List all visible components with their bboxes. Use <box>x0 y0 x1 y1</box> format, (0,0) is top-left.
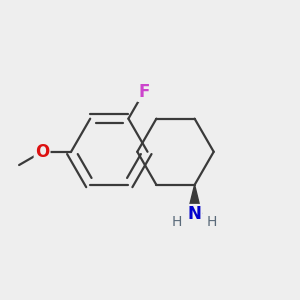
Text: N: N <box>188 205 202 223</box>
Text: H: H <box>207 215 217 229</box>
Polygon shape <box>188 185 202 214</box>
Text: F: F <box>138 83 150 101</box>
Text: O: O <box>35 143 49 161</box>
Text: H: H <box>172 215 182 229</box>
